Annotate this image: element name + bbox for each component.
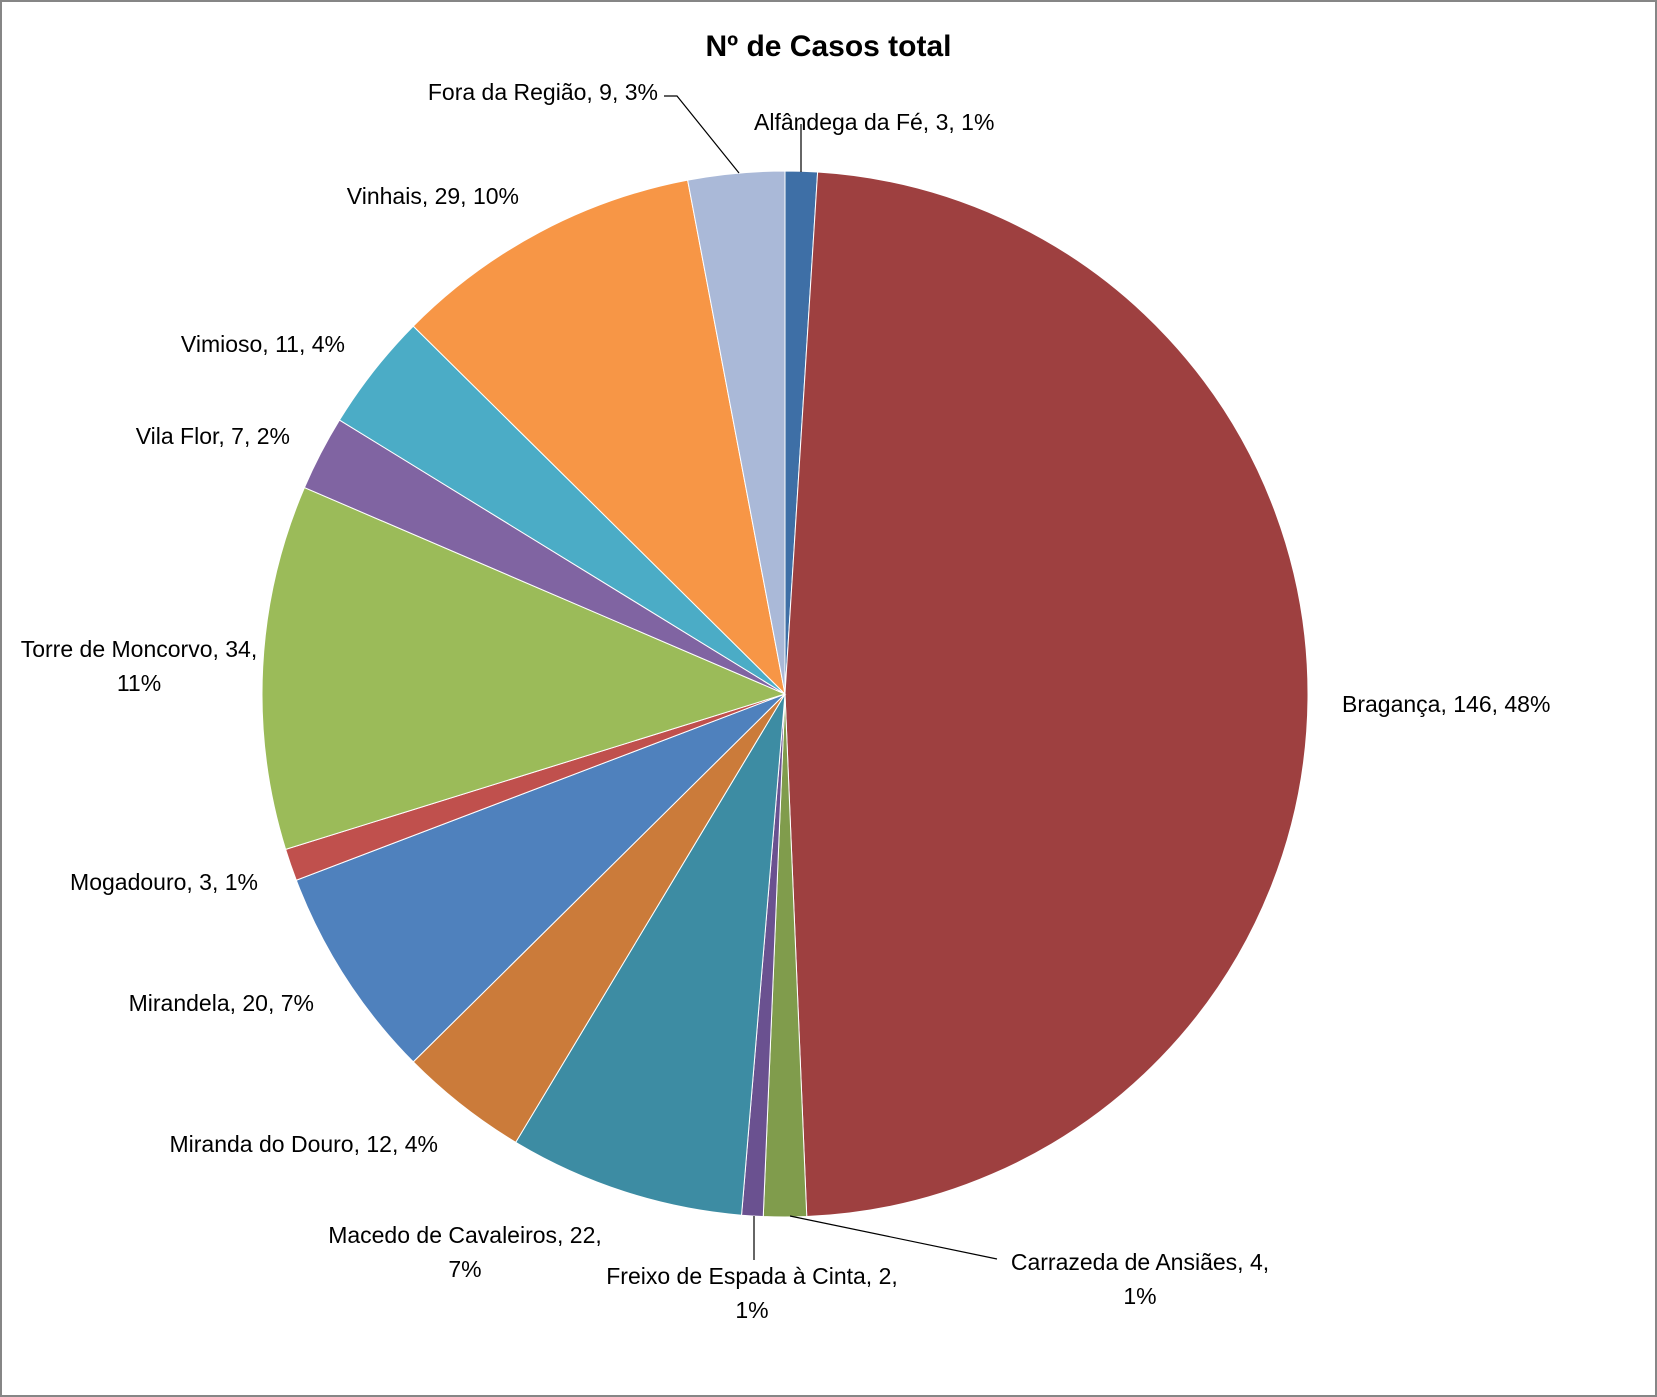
pie-slice-braganca xyxy=(784,171,1309,1218)
slice-data-label: Vinhais, 29, 10% xyxy=(347,183,519,209)
slice-data-label: Mogadouro, 3, 1% xyxy=(70,869,258,895)
slice-data-label: Vila Flor, 7, 2% xyxy=(136,423,290,449)
slice-data-label: Carrazeda de Ansiães, 4, 1% xyxy=(1011,1249,1269,1309)
leader-line xyxy=(789,1215,998,1260)
chart-title: Nº de Casos total xyxy=(705,30,952,63)
slice-data-label: Alfândega da Fé, 3, 1% xyxy=(754,109,994,135)
pie-slice-vinhais xyxy=(412,179,786,696)
pie-slice-mirandela xyxy=(295,693,786,1063)
slice-data-label: Macedo de Cavaleiros, 22, 7% xyxy=(328,1222,602,1282)
pie-slice-torre-de-moncorvo xyxy=(261,486,787,851)
slice-data-label: Torre de Moncorvo, 34, 11% xyxy=(21,636,258,696)
leader-line xyxy=(664,95,740,174)
pie-slice-macedo-de-cavaleiros xyxy=(515,693,786,1216)
slice-data-label: Vimioso, 11, 4% xyxy=(181,331,345,357)
leader-lines xyxy=(664,95,998,1260)
slice-labels: Alfândega da Fé, 3, 1% Bragança, 146, 48%… xyxy=(21,79,1551,1323)
slice-data-label: Freixo de Espada à Cinta, 2, 1% xyxy=(606,1263,898,1323)
slice-data-label: Mirandela, 20, 7% xyxy=(129,990,314,1016)
slice-data-label: Fora da Região, 9, 3% xyxy=(428,79,658,105)
pie-slice-fora-da-regiao xyxy=(687,170,786,695)
slice-data-label: Bragança, 146, 48% xyxy=(1342,691,1550,717)
pie-slices xyxy=(261,170,1309,1218)
slice-data-label: Miranda do Douro, 12, 4% xyxy=(170,1131,439,1157)
